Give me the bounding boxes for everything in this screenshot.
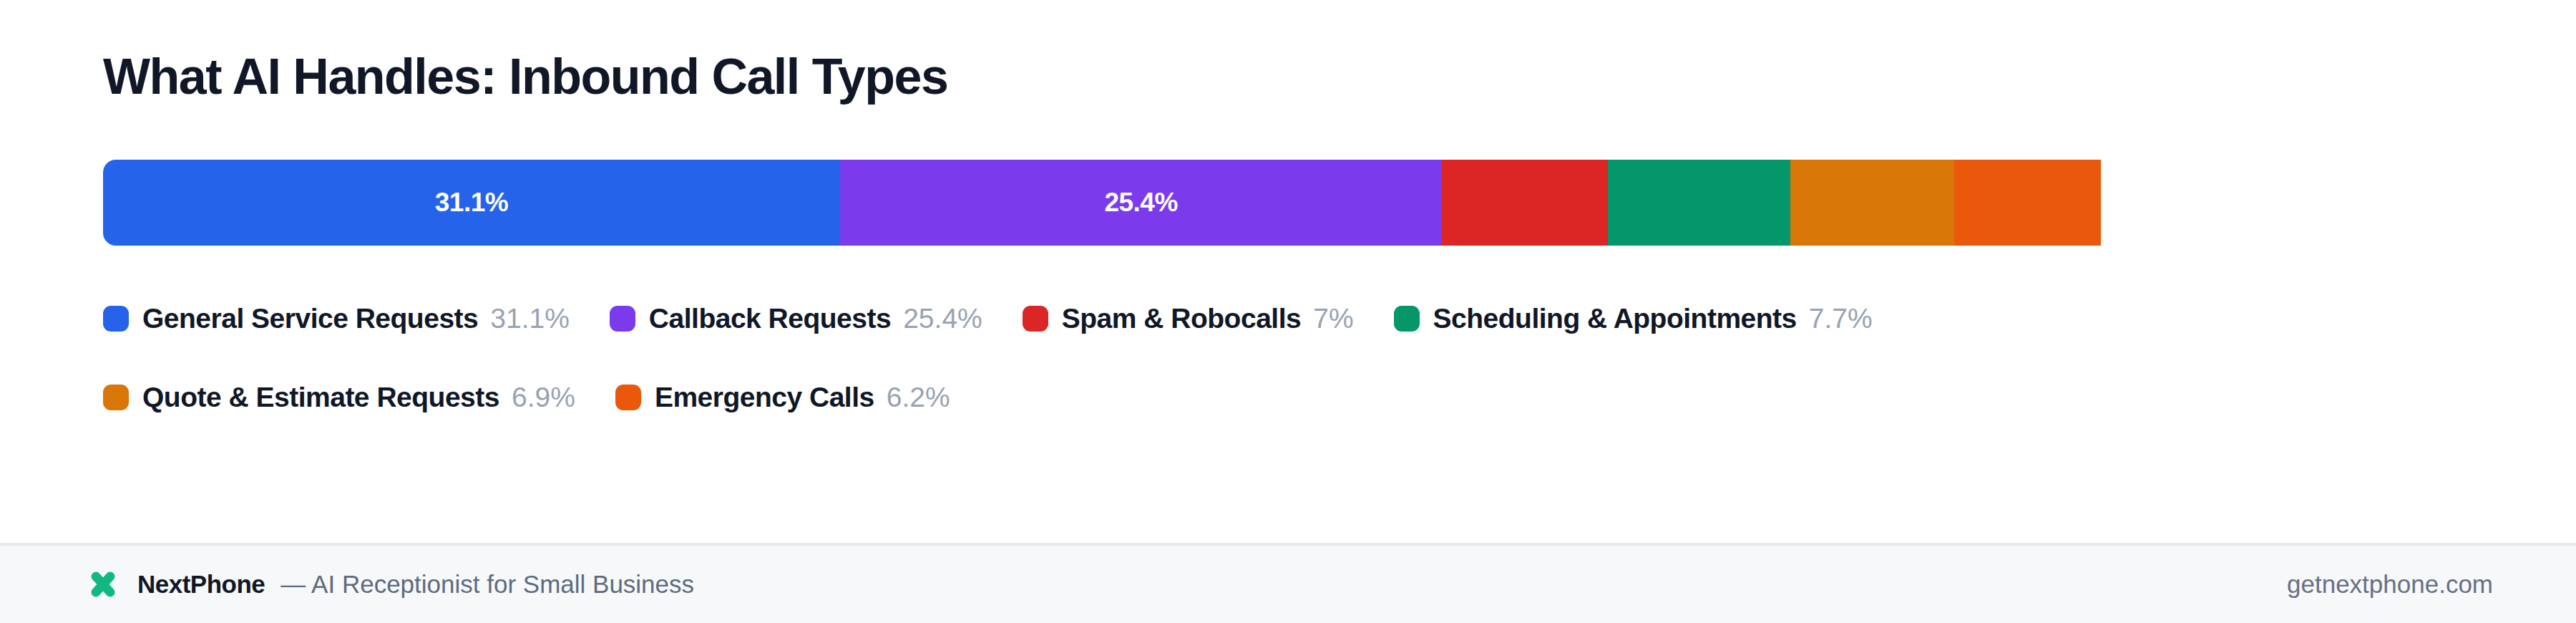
footer-brand-group: NextPhone — AI Receptionist for Small Bu… bbox=[90, 570, 694, 599]
legend-swatch-icon bbox=[1023, 306, 1048, 332]
legend-label: Quote & Estimate Requests bbox=[142, 382, 499, 413]
legend-swatch-icon bbox=[103, 306, 129, 332]
legend-row-1: General Service Requests 31.1% Callback Re… bbox=[103, 303, 2473, 334]
legend-item-callback-requests: Callback Requests 25.4% bbox=[610, 303, 982, 334]
legend: General Service Requests 31.1% Callback Re… bbox=[103, 303, 2473, 413]
legend-label: Emergency Calls bbox=[655, 382, 874, 413]
legend-percent: 25.4% bbox=[903, 303, 982, 334]
legend-row-2: Quote & Estimate Requests 6.9% Emergency C… bbox=[103, 382, 2473, 413]
bar-segment-scheduling-appointments bbox=[1608, 160, 1790, 246]
bar-segment-quote-estimate-requests bbox=[1790, 160, 1954, 246]
main-content: What AI Handles: Inbound Call Types 31.1… bbox=[0, 0, 2576, 413]
bar-segment-callback-requests: 25.4% bbox=[840, 160, 1442, 246]
brand-name: NextPhone bbox=[137, 570, 265, 599]
legend-swatch-icon bbox=[615, 385, 641, 410]
legend-swatch-icon bbox=[610, 306, 635, 332]
legend-swatch-icon bbox=[103, 385, 129, 410]
bar-segment-spam-robocalls bbox=[1442, 160, 1608, 246]
legend-item-quote-estimate-requests: Quote & Estimate Requests 6.9% bbox=[103, 382, 575, 413]
legend-item-general-service-requests: General Service Requests 31.1% bbox=[103, 303, 570, 334]
infographic-card: What AI Handles: Inbound Call Types 31.1… bbox=[0, 0, 2576, 623]
legend-swatch-icon bbox=[1394, 306, 1420, 332]
stacked-bar: 31.1% 25.4% bbox=[103, 160, 2473, 246]
brand-tagline: — AI Receptionist for Small Business bbox=[280, 570, 694, 599]
page-title: What AI Handles: Inbound Call Types bbox=[103, 0, 2473, 102]
bar-segment-emergency-calls bbox=[1954, 160, 2101, 246]
legend-label: Callback Requests bbox=[649, 303, 891, 334]
x-cross-icon bbox=[90, 570, 116, 599]
legend-label: General Service Requests bbox=[142, 303, 478, 334]
legend-item-spam-robocalls: Spam & Robocalls 7% bbox=[1023, 303, 1354, 334]
footer-bar: NextPhone — AI Receptionist for Small Bu… bbox=[0, 543, 2576, 623]
footer-url: getnextphone.com bbox=[2287, 570, 2493, 599]
bar-segment-value-label: 31.1% bbox=[435, 188, 508, 218]
legend-label: Scheduling & Appointments bbox=[1433, 303, 1797, 334]
legend-percent: 31.1% bbox=[490, 303, 570, 334]
legend-percent: 6.9% bbox=[512, 382, 575, 413]
legend-percent: 7.7% bbox=[1809, 303, 1873, 334]
legend-percent: 6.2% bbox=[887, 382, 950, 413]
bar-segment-value-label: 25.4% bbox=[1104, 188, 1177, 218]
bar-segment-general-service-requests: 31.1% bbox=[103, 160, 840, 246]
legend-item-scheduling-appointments: Scheduling & Appointments 7.7% bbox=[1394, 303, 1873, 334]
legend-percent: 7% bbox=[1313, 303, 1353, 334]
legend-item-emergency-calls: Emergency Calls 6.2% bbox=[615, 382, 950, 413]
legend-label: Spam & Robocalls bbox=[1062, 303, 1301, 334]
